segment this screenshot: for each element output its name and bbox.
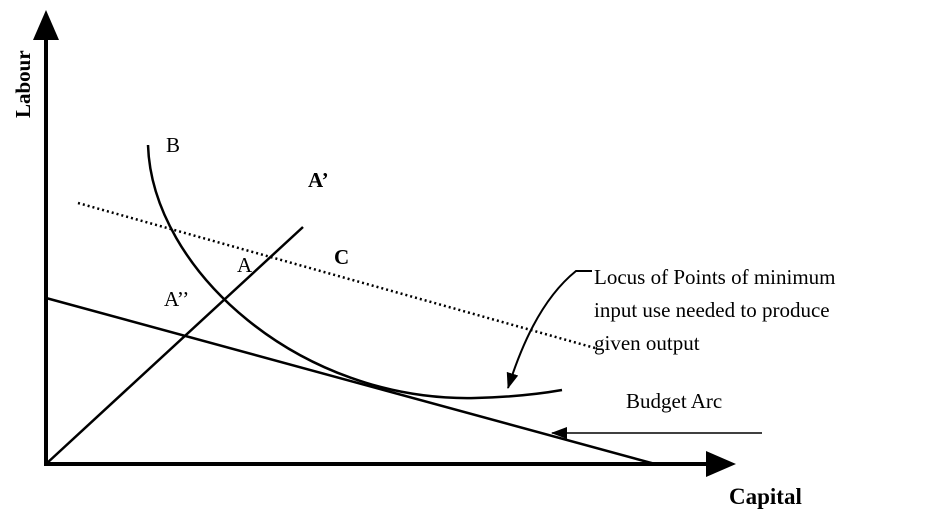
annotation: Budget Arc [626,389,722,413]
point-label: A’ [308,168,329,192]
point-label: C [334,245,349,269]
y-axis-label: Labour [11,50,35,118]
x-axis-arrow [706,451,736,477]
point-label: A [237,253,253,277]
annotation-line: input use needed to produce [594,298,830,322]
locus-leader [506,270,592,389]
annotation-line: Locus of Points of minimum [594,265,836,289]
isoquant [146,144,563,400]
x-axis-label: Capital [729,484,802,509]
ray [45,226,304,465]
point-label: A’’ [164,287,189,311]
y-axis-arrow [33,10,59,40]
dotted-line [77,201,596,350]
point-label: B [166,133,180,157]
annotation-line: given output [594,331,700,355]
